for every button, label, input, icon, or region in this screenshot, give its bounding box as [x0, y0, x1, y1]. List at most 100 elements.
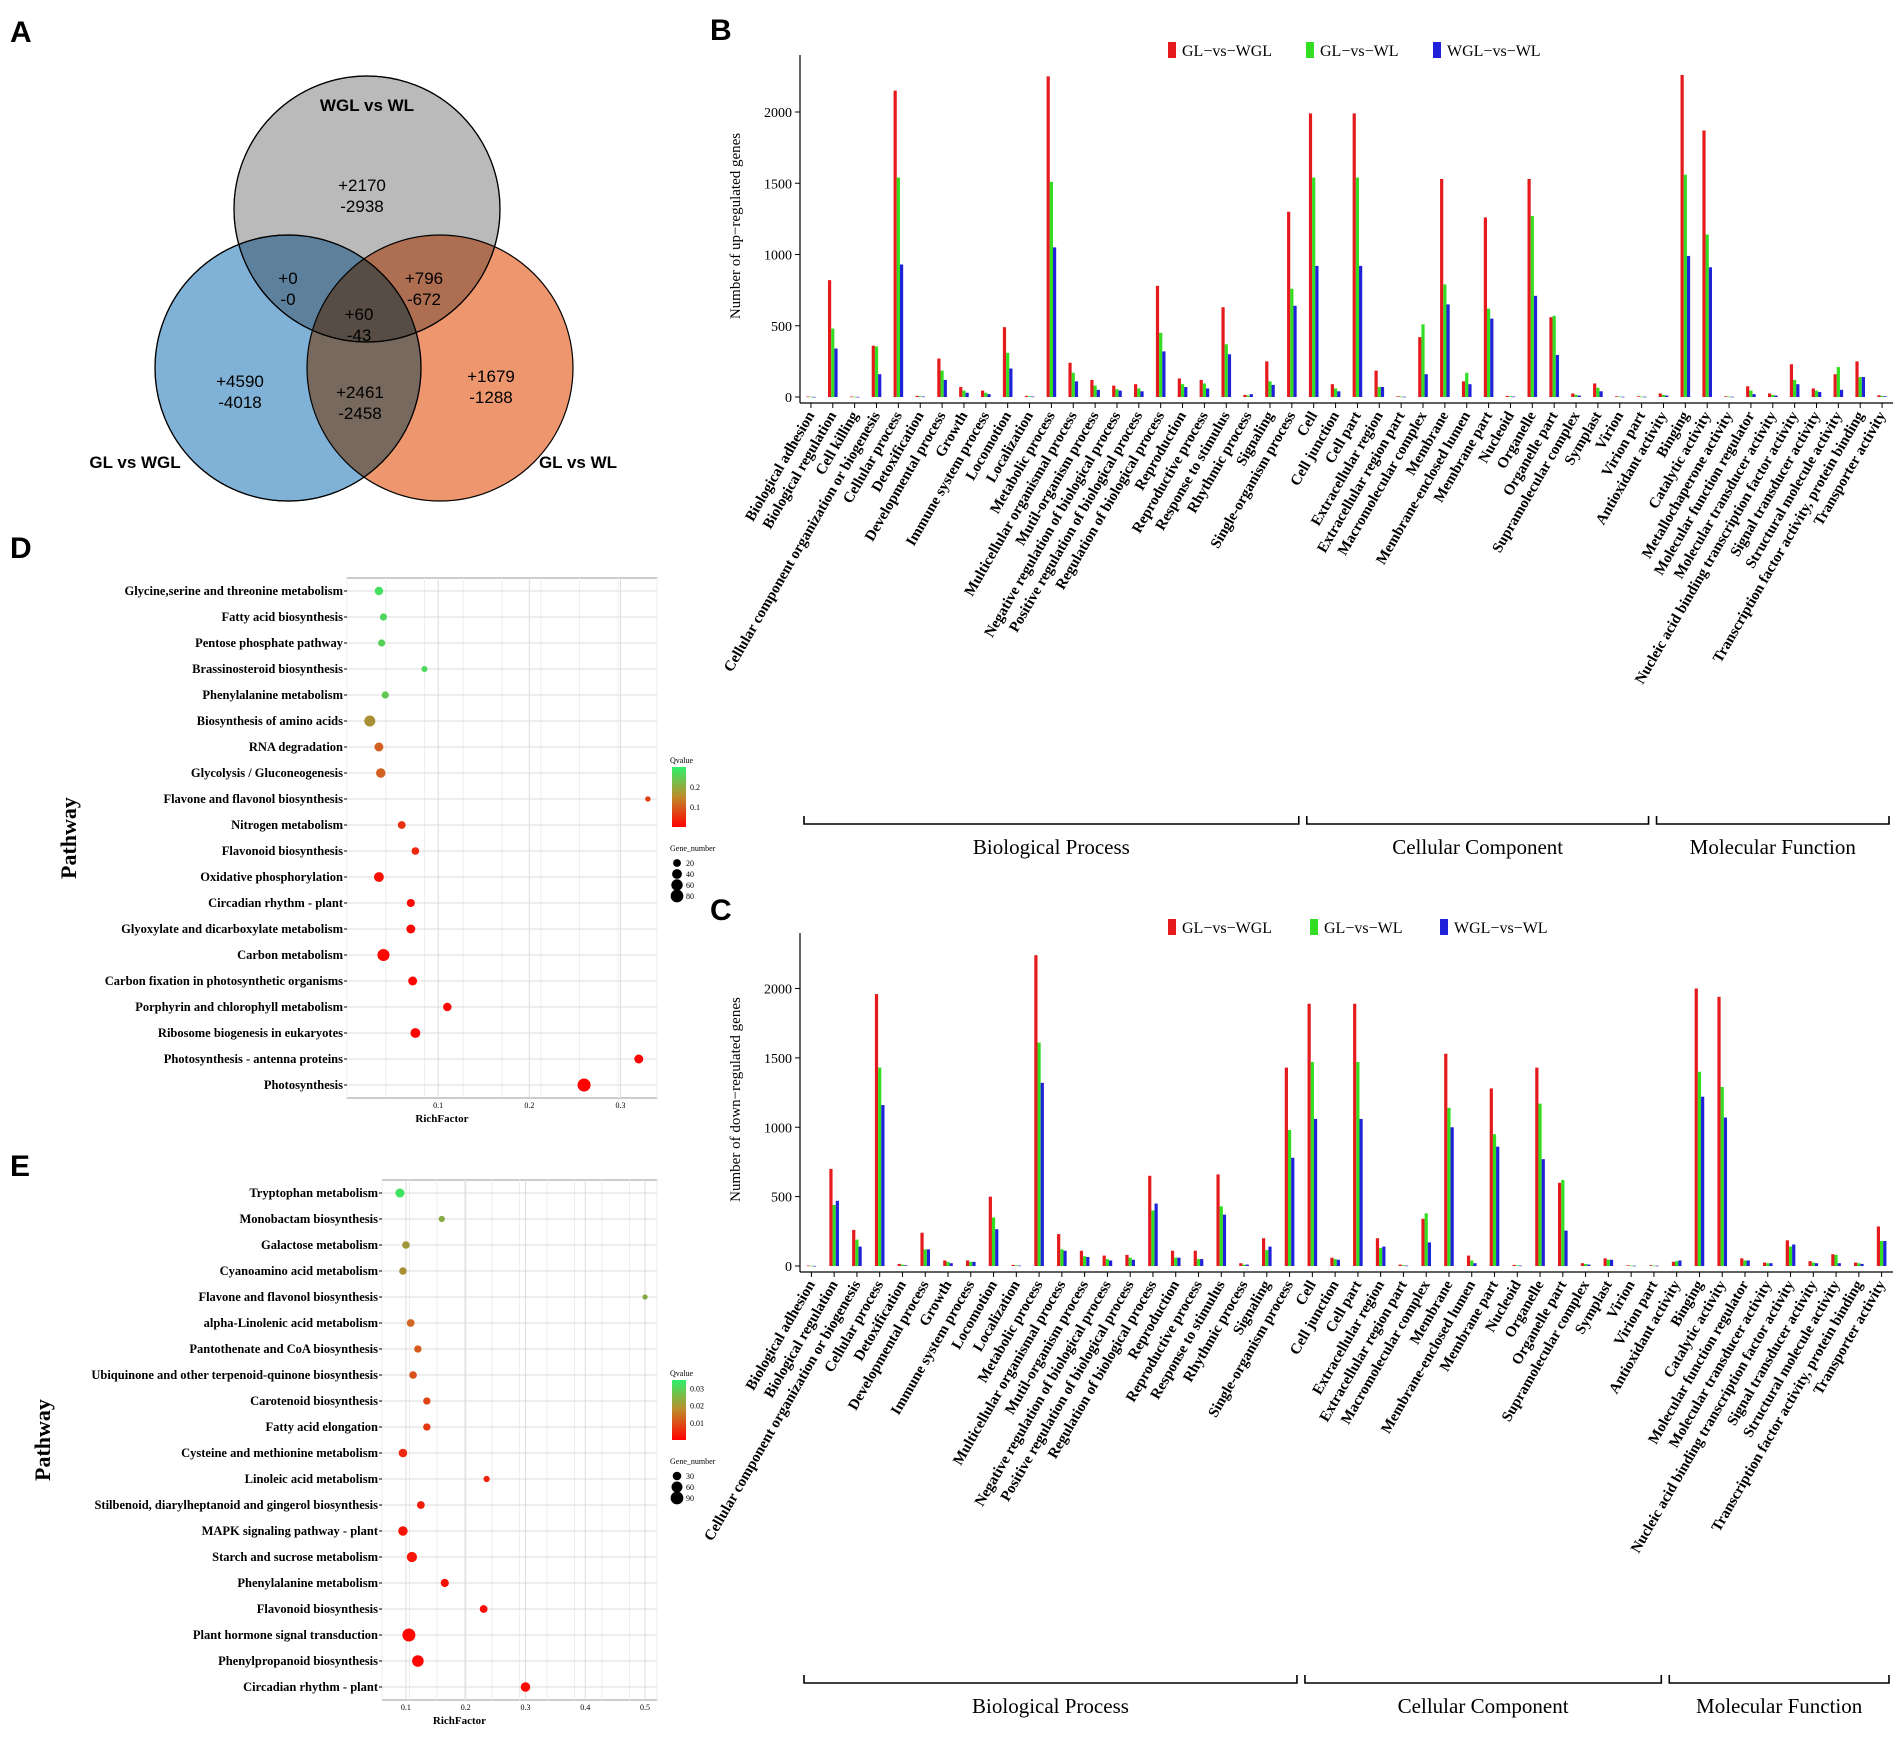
bar-gl-vs-wgl-immune-system-process — [965, 1260, 970, 1266]
bar-gl-vs-wgl-cell-junction — [1330, 384, 1334, 397]
bar-gl-vs-wl-antioxidant-activity — [1661, 394, 1666, 397]
bar-wgl-vs-wl-binging — [1686, 255, 1691, 397]
point-ubiquinone-and-other-terpenoid-quinone-biosynthesis — [409, 1371, 417, 1379]
bar-gl-vs-wgl-extracellular-region — [1374, 370, 1378, 397]
bar-gl-vs-wl-membrane — [1447, 1107, 1451, 1266]
bar-wgl-vs-wl-cell-junction — [1336, 1259, 1340, 1266]
bar-gl-vs-wgl-antioxidant-activity — [1671, 1261, 1676, 1266]
bar-gl-vs-wl-organelle — [1530, 216, 1534, 397]
down-regulated-bar-chart: 0 500 1000 1500 2000 Number of down−regulated… — [702, 919, 1893, 1718]
venn-set-label-right: GL vs WL — [539, 453, 617, 472]
bar-wgl-vs-wl-cellular-process — [881, 1105, 885, 1266]
pathway-label-phenylalanine-metabolism: Phenylalanine metabolism — [237, 1576, 378, 1590]
bar-gl-vs-wl-positive-regulation-of-biological-process — [1137, 388, 1141, 397]
legend-label: GL−vs−WL — [1324, 920, 1402, 937]
x-axis-title: RichFactor — [433, 1715, 486, 1727]
y-tick-label: 0 — [785, 1260, 792, 1275]
bar-wgl-vs-wl-transcription-factor-activity-protein-binding — [1860, 1263, 1864, 1266]
bar-wgl-vs-wl-metabolic-process — [1052, 247, 1057, 397]
group-label-molecular-function: Molecular Function — [1696, 1694, 1863, 1718]
bar-gl-vs-wgl-mutil-organism-process — [1079, 1250, 1084, 1266]
bar-gl-vs-wgl-virion-part — [1649, 1265, 1653, 1266]
bar-wgl-vs-wl-molecular-function-regulator — [1746, 1260, 1750, 1266]
bar-gl-vs-wgl-macromolecular-complex — [1418, 337, 1422, 397]
bar-gl-vs-wgl-nucleic-acid-binding-transcription-factor-activity — [1785, 1240, 1789, 1266]
size-legend-dot — [671, 1481, 683, 1493]
venn-top-left-up: +0 — [278, 269, 297, 288]
bar-gl-vs-wl-response-to-stimulus — [1224, 344, 1228, 397]
pathway-label-rna-degradation: RNA degradation — [249, 740, 343, 754]
bar-gl-vs-wl-biological-adhesion — [809, 396, 813, 398]
bar-wgl-vs-wl-transcription-factor-activity-protein-binding — [1861, 377, 1866, 397]
bar-wgl-vs-wl-supramolecular-complex — [1577, 395, 1581, 397]
bar-gl-vs-wgl-biological-regulation — [827, 280, 832, 397]
pathway-label-flavonoid-biosynthesis: Flavonoid biosynthesis — [222, 844, 343, 858]
legend-title-gene-number: Gene_number — [670, 1457, 716, 1466]
bar-gl-vs-wl-localization — [1027, 396, 1032, 397]
bar-wgl-vs-wl-positive-regulation-of-biological-process — [1140, 391, 1144, 397]
bar-wgl-vs-wl-binging — [1701, 1096, 1705, 1266]
bar-wgl-vs-wl-membrane — [1446, 304, 1450, 397]
venn-diagram: WGL vs WL GL vs WGL GL vs WL +2170 -2938… — [89, 75, 617, 502]
bar-gl-vs-wl-extracellular-region-part — [1399, 396, 1403, 398]
bar-gl-vs-wgl-extracellular-region-part — [1398, 1264, 1402, 1266]
bar-gl-vs-wl-reproduction — [1180, 384, 1185, 397]
bar-gl-vs-wl-metallochaperone-activity — [1727, 396, 1731, 398]
pathway-label-cysteine-and-methionine-metabolism: Cysteine and methionine metabolism — [181, 1446, 378, 1460]
pathway-label-fatty-acid-elongation: Fatty acid elongation — [266, 1420, 379, 1434]
bar-gl-vs-wgl-membrane-enclosed-lumen — [1461, 381, 1466, 397]
bar-gl-vs-wl-cell — [1312, 177, 1316, 397]
bar-gl-vs-wl-cell-junction — [1333, 1259, 1337, 1266]
bar-gl-vs-wgl-virion — [1614, 396, 1619, 397]
point-glyoxylate-and-dicarboxylate-metabolism — [406, 924, 416, 934]
bar-gl-vs-wgl-signal-transducer-activity — [1811, 388, 1815, 397]
bar-gl-vs-wgl-response-to-stimulus — [1216, 1174, 1220, 1266]
size-legend-label: 60 — [686, 881, 694, 890]
pathway-label-mapk-signaling-pathway-plant: MAPK signaling pathway - plant — [202, 1524, 379, 1538]
bar-gl-vs-wgl-membrane-part — [1483, 217, 1487, 397]
y-tick-label: 1000 — [764, 1121, 792, 1136]
bar-wgl-vs-wl-single-organism-process — [1293, 305, 1297, 397]
point-carbon-metabolism — [377, 948, 390, 962]
point-cyanoamino-acid-metabolism — [399, 1267, 407, 1275]
bar-gl-vs-wgl-locomotion — [1002, 327, 1007, 397]
bar-wgl-vs-wl-metallochaperone-activity — [1730, 396, 1734, 398]
bar-gl-vs-wl-membrane-part — [1492, 1134, 1497, 1266]
bar-wgl-vs-wl-growth — [949, 1263, 953, 1266]
bar-wgl-vs-wl-detoxification — [921, 396, 926, 398]
bar-gl-vs-wl-single-organism-process — [1287, 1130, 1292, 1266]
bar-wgl-vs-wl-virion — [1632, 1265, 1636, 1267]
bar-gl-vs-wl-regulation-of-biological-process — [1159, 332, 1163, 397]
bar-wgl-vs-wl-regulation-of-biological-process — [1154, 1203, 1158, 1266]
pathway-label-circadian-rhythm-plant: Circadian rhythm - plant — [243, 1680, 379, 1694]
pathway-label-ribosome-biogenesis-in-eukaryotes: Ribosome biogenesis in eukaryotes — [158, 1026, 343, 1040]
venn-center-down: -43 — [347, 326, 372, 345]
color-bar-tick: 0.1 — [690, 803, 700, 812]
bar-wgl-vs-wl-structural-molecule-activity — [1837, 1263, 1841, 1266]
bar-gl-vs-wgl-reproductive-process — [1199, 379, 1203, 397]
bar-gl-vs-wgl-cell-junction — [1330, 1257, 1334, 1266]
bar-gl-vs-wgl-biological-regulation — [829, 1168, 833, 1266]
bar-gl-vs-wgl-cellular-process — [874, 994, 879, 1266]
bar-gl-vs-wgl-signaling — [1265, 361, 1269, 397]
bar-wgl-vs-wl-nucleic-acid-binding-transcription-factor-activity — [1796, 384, 1800, 397]
bar-gl-vs-wl-nucleoid — [1508, 396, 1513, 397]
bar-gl-vs-wl-detoxification — [918, 396, 922, 397]
y-tick-label: 500 — [771, 1191, 792, 1206]
bar-wgl-vs-wl-biological-adhesion — [812, 1265, 817, 1267]
point-carotenoid-biosynthesis — [423, 1397, 431, 1405]
bar-gl-vs-wgl-catalytic-activity — [1717, 996, 1721, 1266]
bar-wgl-vs-wl-developmental-process — [926, 1249, 931, 1266]
group-bracket — [803, 816, 1300, 825]
point-alpha-linolenic-acid-metabolism — [406, 1319, 415, 1327]
legend-swatch — [1433, 42, 1441, 58]
bar-gl-vs-wgl-negative-regulation-of-biological-process — [1102, 1255, 1106, 1266]
y-tick-label: 2000 — [764, 106, 792, 121]
bar-wgl-vs-wl-antioxidant-activity — [1665, 395, 1669, 397]
bar-gl-vs-wl-cell-part — [1356, 1062, 1360, 1266]
bar-wgl-vs-wl-immune-system-process — [987, 394, 991, 397]
point-stilbenoid-diarylheptanoid-and-gingerol-biosynthesis — [416, 1501, 425, 1509]
bar-wgl-vs-wl-membrane — [1450, 1127, 1454, 1266]
point-flavonoid-biosynthesis — [479, 1605, 488, 1613]
